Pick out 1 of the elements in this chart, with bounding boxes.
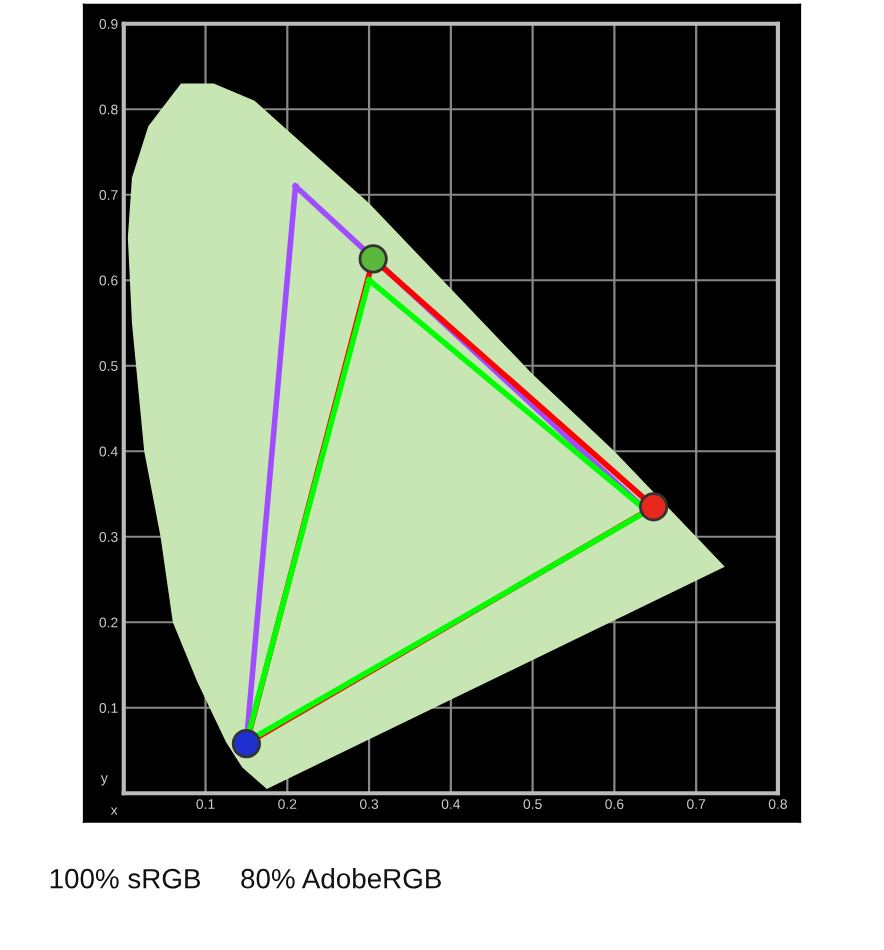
text: 100% sRGB 80% AdobeRGB (50, 868, 441, 889)
